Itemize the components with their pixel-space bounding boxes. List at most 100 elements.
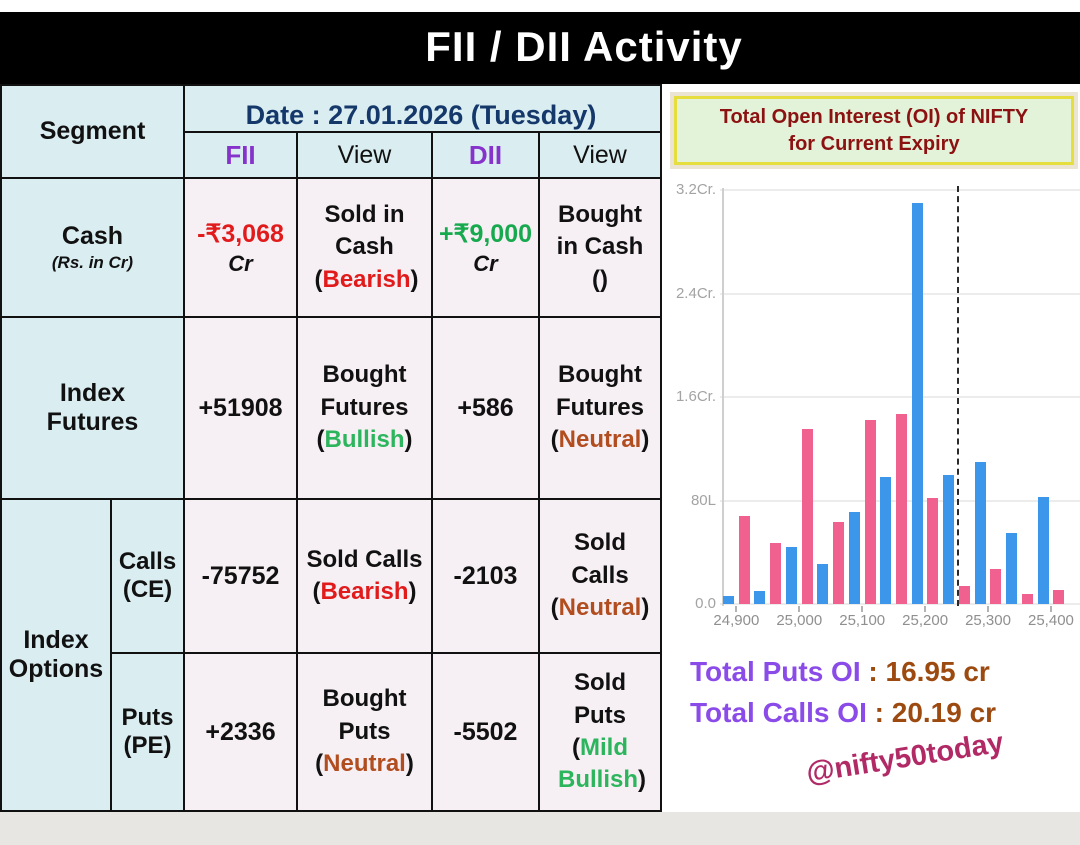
y-axis-line	[722, 188, 724, 606]
cash-fii-view-tag: Bearish	[322, 265, 411, 293]
x-axis-tick	[987, 606, 990, 612]
cash-dii-value-cell: +₹9,000 Cr	[433, 179, 538, 316]
oi-bar-24900-blue	[723, 596, 734, 604]
oi-bar-25000-pink	[801, 429, 813, 604]
futures-fii-view-cell: Bought Futures (Bullish)	[298, 318, 431, 498]
gridline	[720, 396, 1080, 398]
calls-dii-view-tag: Neutral	[558, 594, 642, 622]
oi-bar-chart: 0.0 80L 1.6Cr. 2.4Cr. 3.2Cr. 24,900 25,000 25,1…	[662, 84, 1080, 650]
date-label: Date : 27.01.2026 (Tuesday)	[185, 86, 660, 131]
segment-header: Segment	[2, 86, 183, 177]
column-header-fii: FII	[185, 133, 296, 177]
x-axis-tick	[735, 606, 738, 612]
oi-bar-25400-pink	[1053, 590, 1065, 604]
segment-cash: Cash (Rs. in Cr)	[2, 179, 183, 316]
spot-price-marker-line	[956, 186, 959, 606]
puts-fii-view: Bought Puts (Neutral)	[315, 685, 414, 778]
oi-bar-25050-blue	[817, 564, 829, 604]
oi-bar-25000-blue	[785, 547, 797, 604]
cash-fii-value: -₹3,068	[197, 219, 284, 248]
y-axis-tick-label: 80L	[690, 491, 716, 509]
calls-fii-view-tag: Bearish	[320, 578, 409, 605]
cash-dii-value: +₹9,000	[438, 219, 533, 248]
oi-bar-25300-pink	[990, 569, 1002, 604]
oi-bar-24900-pink	[738, 516, 750, 604]
paren-open: (	[315, 750, 324, 778]
oi-bar-24950-pink	[770, 543, 782, 604]
paren-open: (	[316, 426, 325, 454]
futures-fii-view-tag: Bullish	[324, 426, 405, 454]
oi-bar-24950-blue	[754, 591, 766, 604]
y-axis-tick-label: 1.6Cr.	[675, 388, 716, 405]
x-axis-tick-label: 25,100	[839, 612, 886, 629]
calls-fii-view-cell: Sold Calls (Bearish)	[298, 500, 431, 652]
puts-dii-value: -5502	[453, 717, 518, 746]
puts-dii-view-tag: Mild Bullish	[558, 734, 639, 794]
oi-bar-25350-pink	[1021, 594, 1033, 604]
segment-index-futures: Index Futures	[2, 318, 183, 498]
x-axis-tick	[798, 606, 801, 612]
gridline	[720, 603, 1080, 605]
calls-fii-value-cell: -75752	[185, 500, 296, 652]
x-axis-tick	[861, 606, 864, 612]
futures-fii-view: Bought Futures (Bullish)	[316, 361, 413, 454]
paren-close: )	[638, 766, 647, 794]
puts-label: Puts (PE)	[121, 704, 174, 759]
oi-title-box: Total Open Interest (OI) of NIFTY for Cu…	[670, 92, 1078, 169]
oi-bar-25200-blue	[911, 203, 923, 604]
subsegment-calls: Calls (CE)	[112, 500, 183, 652]
column-header-dii-view: View	[540, 133, 660, 177]
paren-open: (	[550, 426, 559, 454]
calls-dii-view-cell: Sold Calls (Neutral)	[540, 500, 660, 652]
puts-fii-value-cell: +2336	[185, 654, 296, 810]
column-header-dii: DII	[433, 133, 538, 177]
puts-fii-view-tag: Neutral	[323, 750, 406, 778]
paren-open: (	[550, 594, 559, 622]
oi-bar-25150-blue	[880, 477, 892, 604]
oi-totals: Total Puts OI : 16.95 cr Total Calls OI …	[662, 652, 1080, 733]
futures-fii-value: +51908	[198, 393, 283, 422]
oi-title-text: Total Open Interest (OI) of NIFTY for Cu…	[674, 96, 1074, 165]
futures-label: Index Futures	[46, 379, 139, 436]
calls-dii-value: -2103	[453, 561, 518, 590]
futures-dii-view-cell: Bought Futures (Neutral)	[540, 318, 660, 498]
total-calls-oi: Total Calls OI : 20.19 cr	[690, 696, 997, 728]
gridline	[720, 292, 1080, 295]
puts-dii-view: Sold Puts (Mild Bullish)	[558, 669, 647, 794]
calls-fii-value: -75752	[201, 561, 280, 590]
paren-open: (	[592, 265, 600, 293]
oi-bar-25250-pink	[958, 586, 970, 604]
cash-label: Cash	[61, 222, 124, 250]
x-axis-tick-label: 25,400	[1028, 612, 1074, 629]
oi-bar-25350-blue	[1006, 533, 1018, 604]
x-axis-tick	[1049, 606, 1052, 612]
cash-fii-view: Sold in Cash (Bearish)	[314, 200, 419, 293]
page-title: FII / DII Activity	[0, 12, 1080, 84]
futures-dii-view: Bought Futures (Neutral)	[550, 361, 650, 454]
bottom-strip	[0, 812, 1080, 845]
cash-sublabel: (Rs. in Cr)	[51, 253, 134, 272]
paren-close: )	[404, 426, 413, 454]
column-header-fii-view: View	[298, 133, 431, 177]
futures-fii-value-cell: +51908	[185, 318, 296, 498]
subsegment-puts: Puts (PE)	[112, 654, 183, 810]
cash-dii-view: Bought in Cash ()	[556, 200, 644, 293]
x-axis-tick	[924, 606, 927, 612]
futures-dii-value: +586	[457, 393, 514, 422]
calls-dii-view: Sold Calls (Neutral)	[550, 529, 650, 622]
x-axis-tick-label: 24,900	[713, 612, 760, 629]
cash-fii-view-cell: Sold in Cash (Bearish)	[298, 179, 431, 316]
total-puts-oi: Total Puts OI : 16.95 cr	[690, 656, 990, 687]
segment-index-options: Index Options	[2, 500, 110, 810]
oi-bar-25400-blue	[1037, 497, 1049, 604]
oi-bar-25250-blue	[943, 475, 955, 604]
paren-open: (	[572, 734, 580, 761]
puts-dii-view-cell: Sold Puts (Mild Bullish)	[540, 654, 660, 810]
y-axis-tick-label: 3.2Cr.	[675, 181, 716, 198]
oi-bar-25300-blue	[974, 462, 986, 604]
paren-close: )	[641, 426, 650, 454]
puts-dii-value-cell: -5502	[433, 654, 538, 810]
paren-open: (	[312, 578, 321, 605]
paren-close: )	[410, 265, 419, 293]
